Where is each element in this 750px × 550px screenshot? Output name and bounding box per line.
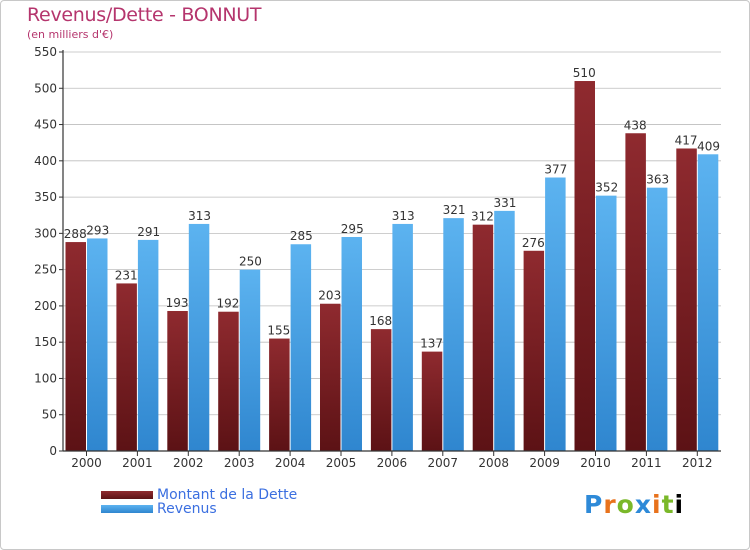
data-label-revenus: 313 [188,209,211,223]
legend-label-dette: Montant de la Dette [157,487,298,503]
x-tick-label: 2011 [631,456,662,470]
y-tick-label: 100 [34,371,57,385]
bar-revenus [239,269,261,451]
data-label-revenus: 285 [290,229,313,243]
bar-dette [625,133,646,451]
bar-dette [320,303,341,451]
logo-letter: o [616,490,635,519]
logo-letter: x [634,490,652,519]
bar-revenus [697,154,719,451]
y-tick-label: 150 [34,335,57,349]
x-tick-label: 2001 [122,456,153,470]
y-tick-label: 250 [34,263,57,277]
y-tick-label: 400 [34,154,57,168]
axes: 0 50 100 150 200 250 300 350 400 450 500 550 2000 200… [34,45,721,470]
data-label-dette: 168 [369,314,392,328]
bar-revenus [290,244,312,451]
bar-revenus [545,177,566,451]
x-tick-label: 2005 [326,456,357,470]
bar-revenus [443,218,464,451]
x-tick-label: 2002 [173,456,204,470]
logo-letter: P [584,490,604,519]
bar-revenus [494,210,515,451]
x-tick-label: 2012 [682,456,713,470]
bar-revenus [137,239,159,451]
y-tick-label: 0 [49,444,57,458]
bar-revenus [87,238,108,451]
bar-revenus [596,195,617,451]
bar-revenus [392,223,413,451]
data-label-revenus: 291 [137,225,160,239]
data-label-revenus: 377 [544,163,567,177]
logo-letter: r [603,490,617,519]
data-label-revenus: 313 [392,209,415,223]
x-tick-label: 2000 [71,456,102,470]
data-label-revenus: 409 [697,139,720,153]
data-label-dette: 193 [166,296,189,310]
y-tick-label: 300 [34,226,57,240]
data-label-dette: 155 [267,324,290,338]
bar-dette [116,283,137,451]
bar-revenus [646,187,668,451]
bar-dette [472,224,494,451]
bar-revenus [341,236,362,451]
proxiti-logo: Proxiti [584,490,684,519]
x-tick-label: 2004 [275,456,306,470]
data-label-revenus: 250 [239,255,262,269]
data-label-revenus: 331 [493,196,516,210]
data-label-dette: 276 [522,236,545,250]
legend-label-revenus: Revenus [157,501,217,517]
x-tick-label: 2007 [428,456,459,470]
bar-dette [167,310,188,451]
x-tick-label: 2010 [580,456,611,470]
data-label-dette: 203 [318,289,341,303]
logo-letter: i [652,490,662,519]
y-tick-label: 200 [34,299,57,313]
bar-dette [523,250,545,451]
logo-letter: t [661,490,675,519]
chart-subtitle: (en milliers d'€) [27,28,114,41]
y-tick-label: 50 [42,408,57,422]
legend-item-dette: Montant de la Dette [101,487,297,503]
x-tick-label: 2008 [478,456,509,470]
bar-dette [421,351,443,451]
bar-dette [676,148,697,451]
data-label-revenus: 295 [341,222,364,236]
bars [65,81,719,451]
x-tick-label: 2009 [529,456,560,470]
bar-dette [574,81,595,451]
data-label-dette: 438 [624,118,647,132]
x-tick-label: 2006 [377,456,408,470]
data-label-revenus: 363 [646,173,669,187]
grid-lines [63,51,721,416]
bar-dette [218,311,239,451]
bar-dette [65,242,86,451]
bar-dette [269,338,290,451]
data-label-revenus: 293 [86,223,109,237]
data-label-dette: 312 [471,210,494,224]
legend-swatch-dette [101,491,153,499]
y-tick-label: 350 [34,190,57,204]
data-label-dette: 510 [573,66,596,80]
logo-letter: i [674,490,685,519]
bar-revenus [188,223,210,451]
legend-item-revenus: Revenus [101,501,217,517]
data-labels: 288 293 231 291 193 313 192 250 155 285 203 295 168 3… [64,66,720,351]
data-label-dette: 231 [115,268,138,282]
data-label-revenus: 352 [595,181,618,195]
data-label-revenus: 321 [443,203,466,217]
bar-dette [370,329,392,451]
y-tick-label: 550 [34,45,57,59]
data-label-dette: 192 [216,297,239,311]
data-label-dette: 288 [64,227,87,241]
x-tick-label: 2003 [224,456,255,470]
chart-title: Revenus/Dette - BONNUT [27,4,262,26]
y-tick-label: 500 [34,81,57,95]
legend-swatch-revenus [101,505,153,513]
data-label-dette: 137 [420,337,443,351]
data-label-dette: 417 [675,133,698,147]
y-tick-label: 450 [34,118,57,132]
